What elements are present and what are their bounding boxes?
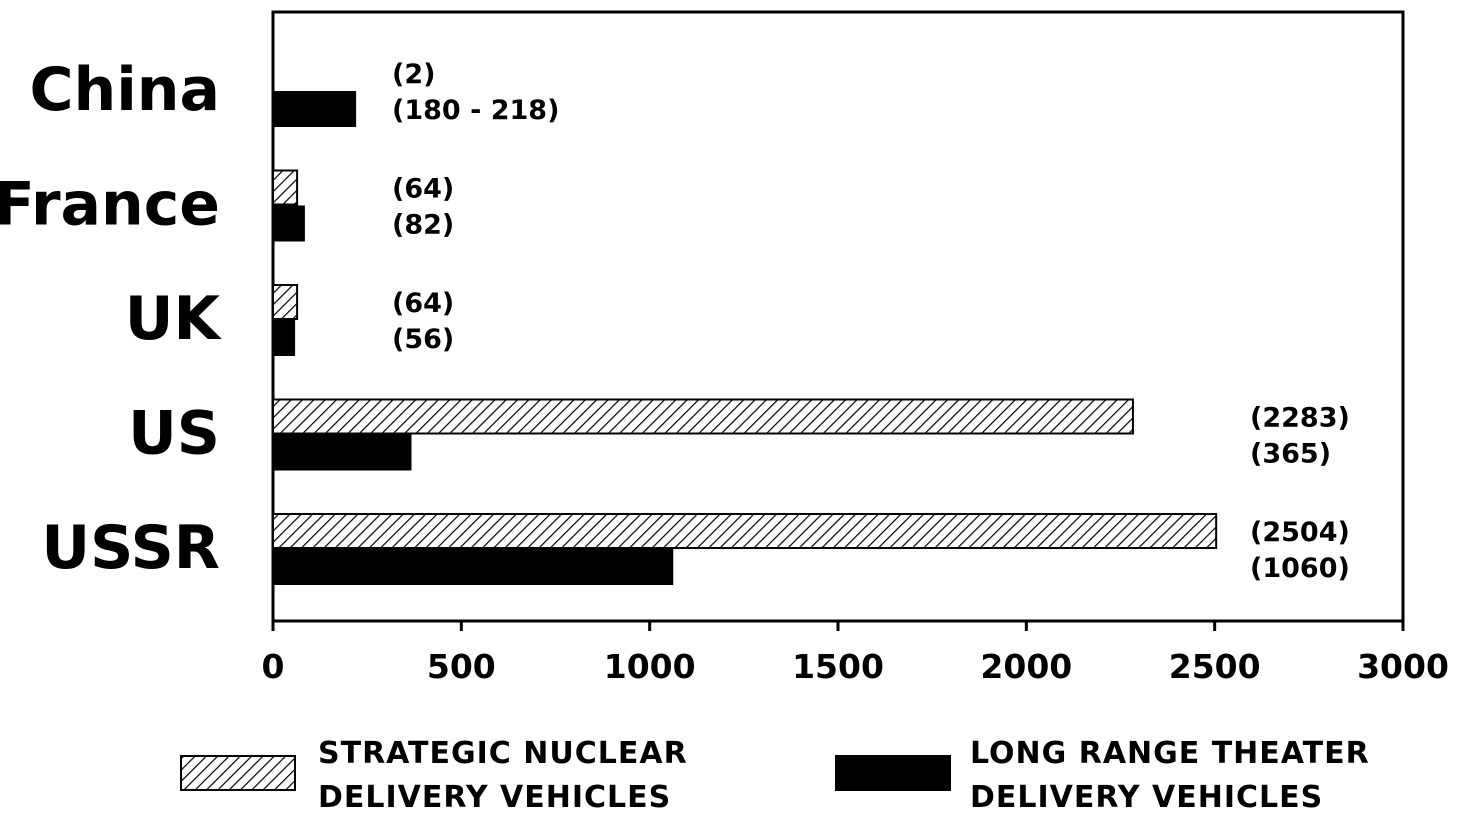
value-label-france-series-2: (82) xyxy=(392,210,454,241)
x-tick-label-1500: 1500 xyxy=(792,647,884,686)
bar-uk-series-2 xyxy=(272,320,296,356)
legend-label-series-1-line-2: DELIVERY VEHICLES xyxy=(318,780,671,813)
bar-france-series-1 xyxy=(272,169,299,206)
bar-us-series-2 xyxy=(272,434,412,471)
bar-ussr-series-1 xyxy=(272,513,1218,549)
bar-france-series-2 xyxy=(272,205,305,242)
value-label-uk-series-1: (64) xyxy=(392,288,454,319)
value-label-uk-series-2: (56) xyxy=(392,324,454,355)
bar-uk-series-1 xyxy=(272,284,299,320)
bar-china-series-2 xyxy=(272,91,357,127)
x-tick-label-500: 500 xyxy=(427,647,496,686)
x-tick-label-1000: 1000 xyxy=(604,647,696,686)
category-labels-group: China France UK US USSR xyxy=(0,55,223,583)
value-label-ussr-series-1: (2504) xyxy=(1250,517,1350,548)
x-axis-ticks-group: 0 500 1000 1500 2000 2500 3000 xyxy=(262,621,1449,686)
category-label-china: China xyxy=(29,55,220,125)
category-label-uk: UK xyxy=(125,284,223,354)
x-tick-label-0: 0 xyxy=(262,647,285,686)
legend: STRATEGIC NUCLEAR DELIVERY VEHICLES LONG R… xyxy=(180,736,1370,813)
x-tick-label-2000: 2000 xyxy=(980,647,1072,686)
value-label-france-series-1: (64) xyxy=(392,174,454,205)
legend-label-series-2-line-1: LONG RANGE THEATER xyxy=(970,736,1370,771)
x-tick-label-2500: 2500 xyxy=(1169,647,1261,686)
legend-swatch-series-2 xyxy=(835,755,951,791)
legend-swatch-series-1 xyxy=(180,755,296,791)
category-label-ussr: USSR xyxy=(41,513,220,583)
value-labels-group: (2) (180 - 218) (64) (82) (64) (56) (2283) (365… xyxy=(392,59,1350,584)
value-label-ussr-series-2: (1060) xyxy=(1250,553,1350,584)
legend-label-series-2-line-2: DELIVERY VEHICLES xyxy=(970,780,1323,813)
x-tick-label-3000: 3000 xyxy=(1357,647,1449,686)
legend-label-series-1-line-1: STRATEGIC NUCLEAR xyxy=(318,736,688,771)
bar-us-series-1 xyxy=(272,398,1134,435)
category-label-us: US xyxy=(128,399,220,469)
value-label-china-series-1: (2) xyxy=(392,59,435,90)
bars-group xyxy=(272,91,1218,585)
bar-ussr-series-2 xyxy=(272,549,674,585)
value-label-china-series-2: (180 - 218) xyxy=(392,95,559,126)
value-label-us-series-2: (365) xyxy=(1250,439,1331,470)
category-label-france: France xyxy=(0,170,220,240)
value-label-us-series-1: (2283) xyxy=(1250,403,1350,434)
